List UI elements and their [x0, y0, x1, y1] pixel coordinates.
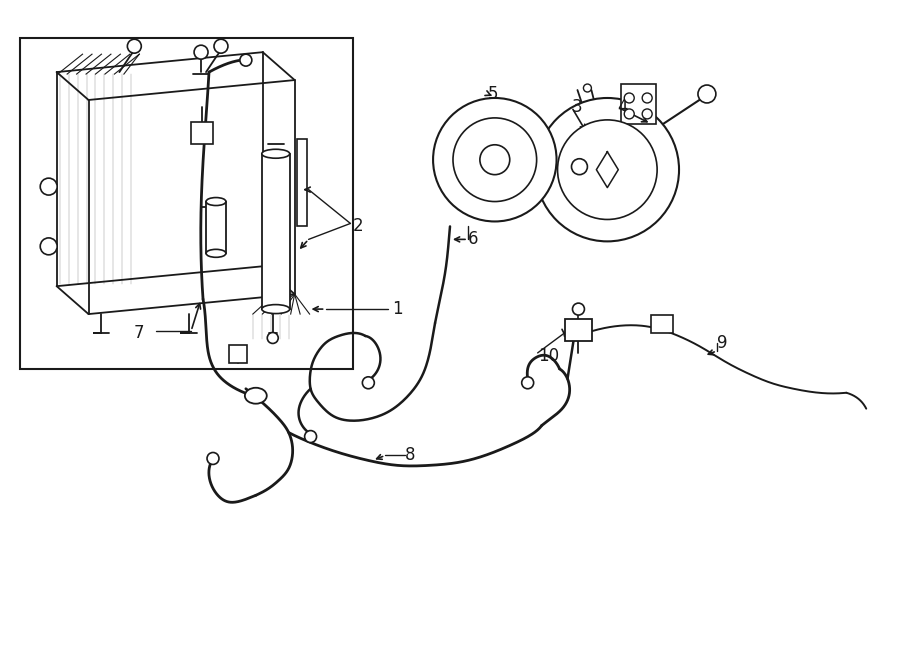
Bar: [262, 154, 290, 309]
Circle shape: [40, 178, 58, 195]
Circle shape: [240, 54, 252, 66]
Text: 2: 2: [353, 217, 363, 235]
Bar: [564, 319, 592, 341]
Text: 6: 6: [468, 231, 479, 249]
Text: 4: 4: [617, 98, 628, 116]
Circle shape: [304, 430, 317, 442]
Circle shape: [625, 93, 634, 103]
Circle shape: [40, 238, 58, 255]
Circle shape: [194, 45, 208, 59]
Circle shape: [536, 98, 679, 241]
Bar: [621, 84, 656, 124]
Bar: [652, 315, 673, 333]
Bar: [229, 345, 247, 363]
Text: 8: 8: [405, 446, 416, 465]
Circle shape: [480, 145, 509, 175]
Circle shape: [643, 109, 652, 119]
Ellipse shape: [262, 149, 290, 158]
Ellipse shape: [206, 249, 226, 257]
Text: 3: 3: [572, 98, 582, 116]
Text: 10: 10: [537, 347, 559, 365]
Circle shape: [698, 85, 716, 103]
Text: 1: 1: [392, 300, 403, 318]
Circle shape: [128, 39, 141, 53]
Circle shape: [557, 120, 657, 219]
Text: 5: 5: [488, 85, 499, 103]
Circle shape: [583, 84, 591, 92]
Circle shape: [207, 453, 219, 465]
Ellipse shape: [262, 305, 290, 313]
Circle shape: [363, 377, 374, 389]
Bar: [191, 122, 213, 144]
Circle shape: [572, 159, 588, 175]
Ellipse shape: [245, 388, 266, 404]
Circle shape: [453, 118, 536, 202]
Bar: [206, 202, 226, 253]
Circle shape: [214, 39, 228, 53]
Bar: [297, 139, 307, 227]
Text: 9: 9: [717, 334, 727, 352]
Circle shape: [433, 98, 556, 221]
Circle shape: [625, 109, 634, 119]
Ellipse shape: [206, 198, 226, 206]
Circle shape: [572, 303, 584, 315]
Circle shape: [643, 93, 652, 103]
Circle shape: [267, 332, 278, 344]
Bar: [20, 38, 354, 369]
Text: 7: 7: [133, 324, 144, 342]
Circle shape: [522, 377, 534, 389]
